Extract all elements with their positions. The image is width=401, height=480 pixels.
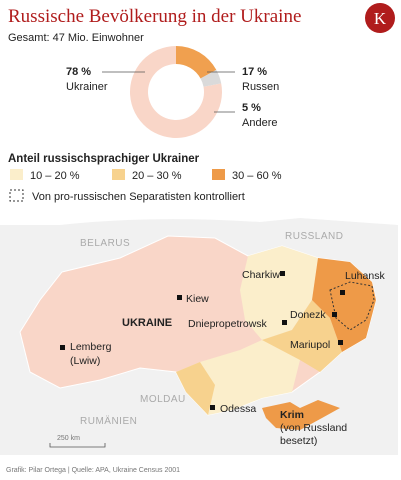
city-label: Krim bbox=[280, 409, 304, 421]
logo-circle bbox=[365, 3, 395, 33]
city-dots bbox=[60, 271, 345, 410]
country-label: MOLDAU bbox=[140, 394, 186, 405]
city-label: Kiew bbox=[186, 293, 209, 305]
country-label: RUSSLAND bbox=[285, 231, 343, 242]
legend-label: 10 – 20 % bbox=[30, 170, 80, 182]
legend-title: Anteil russischsprachiger Ukrainer bbox=[8, 153, 200, 165]
legend-label: Von pro-russischen Separatisten kontroll… bbox=[32, 191, 245, 203]
category-label: Ukrainer bbox=[66, 81, 108, 93]
value-label: 17 % bbox=[242, 66, 267, 78]
donut-slice bbox=[130, 46, 222, 138]
country-label: BELARUS bbox=[80, 238, 130, 249]
city-label: Mariupol bbox=[290, 339, 330, 351]
country-label: UKRAINE bbox=[122, 317, 172, 329]
legend-swatch bbox=[212, 169, 225, 180]
legend-label: 20 – 30 % bbox=[132, 170, 182, 182]
logo: K bbox=[374, 9, 387, 28]
title: Russische Bevölkerung in der Ukraine bbox=[8, 6, 301, 27]
category-label: Andere bbox=[242, 117, 277, 129]
legend-label: 30 – 60 % bbox=[232, 170, 282, 182]
legend-swatch bbox=[112, 169, 125, 180]
map bbox=[0, 218, 398, 455]
crimea bbox=[262, 400, 340, 430]
value-label: 5 % bbox=[242, 102, 261, 114]
city-label: Odessa bbox=[220, 403, 256, 415]
city-label: Dniepropetrowsk bbox=[188, 318, 268, 330]
donut bbox=[130, 46, 222, 138]
city-label: (von Russland bbox=[280, 422, 347, 434]
region bbox=[312, 258, 376, 352]
value-label: 78 % bbox=[66, 66, 91, 78]
city-label: (Lwiw) bbox=[70, 355, 100, 367]
city-label: Luhansk bbox=[345, 270, 385, 282]
region bbox=[240, 246, 318, 340]
subtitle: Gesamt: 47 Mio. Einwohner bbox=[8, 32, 144, 44]
city-label: Charkiw bbox=[242, 269, 280, 281]
donut-slice bbox=[176, 46, 217, 79]
source: Grafik: Pilar Ortega | Quelle: APA, Ukra… bbox=[6, 467, 180, 474]
separatist-area bbox=[329, 281, 375, 331]
city-label: Donezk bbox=[290, 309, 326, 321]
scale-bar bbox=[49, 443, 106, 448]
region bbox=[176, 362, 215, 415]
country-label: RUMÄNIEN bbox=[80, 415, 137, 427]
legend-swatch bbox=[10, 169, 23, 180]
legend-swatch bbox=[9, 189, 24, 202]
city-label: besetzt) bbox=[280, 435, 317, 447]
donut-slice bbox=[200, 69, 222, 87]
category-label: Russen bbox=[242, 81, 279, 93]
scale-label: 250 km bbox=[57, 435, 80, 442]
region bbox=[262, 300, 342, 372]
city-label: Lemberg bbox=[70, 341, 112, 353]
